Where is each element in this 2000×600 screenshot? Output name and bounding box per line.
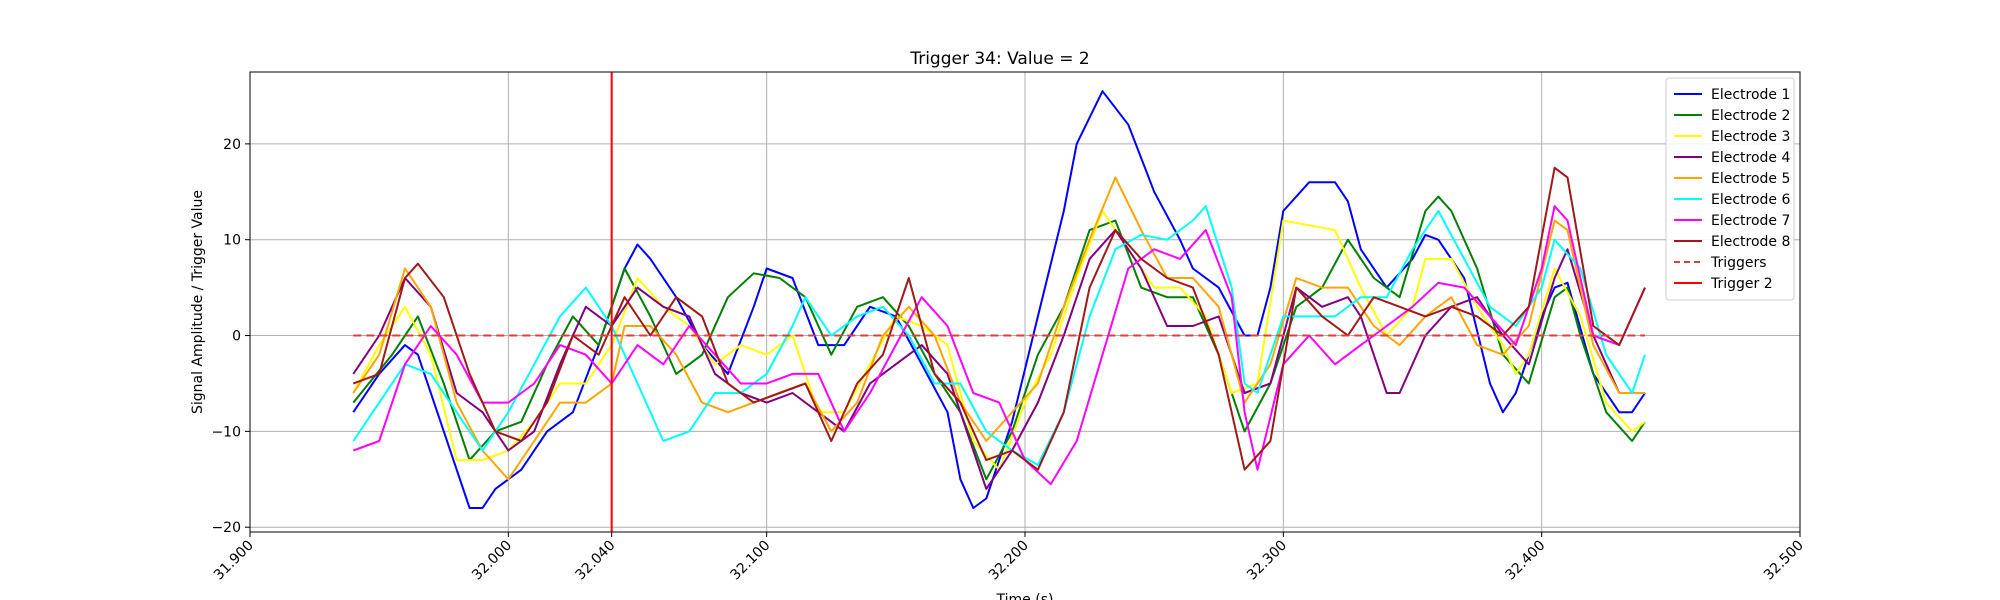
series-electrode-5 — [352, 176, 1645, 481]
x-tick-label: 32.500 — [1761, 538, 1807, 584]
y-tick-label: −20 — [211, 520, 241, 536]
legend-label: Electrode 5 — [1711, 171, 1790, 187]
x-tick-label: 32.400 — [1503, 538, 1549, 584]
x-tick-label: 32.000 — [469, 538, 515, 584]
series-electrode-8 — [352, 166, 1646, 471]
legend-label: Electrode 6 — [1711, 192, 1790, 208]
x-tick-label: 32.100 — [728, 538, 774, 584]
x-tick-label: 32.040 — [573, 538, 619, 584]
legend-label: Electrode 1 — [1711, 87, 1790, 103]
legend: Electrode 1 Electrode 2 Electrode 3 Electro… — [1665, 77, 1795, 301]
x-axis-label: Time (s) — [996, 592, 1054, 600]
legend-label: Triggers — [1710, 255, 1767, 271]
y-axis: −20 −10 0 10 20 — [211, 137, 250, 536]
x-tick-label: 32.200 — [986, 538, 1032, 584]
chart-title: Trigger 34: Value = 2 — [909, 49, 1089, 69]
x-tick-label: 31.900 — [211, 538, 257, 584]
x-axis: 31.900 32.000 32.040 32.100 32.200 32.300 32.4… — [211, 532, 1807, 583]
y-axis-label: Signal Amplitude / Trigger Value — [190, 190, 206, 414]
series-electrode-1 — [352, 90, 1646, 509]
grid — [249, 72, 1801, 532]
series-layer — [352, 90, 1646, 509]
series-electrode-3 — [352, 210, 1646, 471]
legend-label: Electrode 3 — [1711, 129, 1790, 145]
series-electrode-4 — [352, 229, 1645, 490]
y-tick-label: −10 — [211, 424, 241, 440]
legend-label: Trigger 2 — [1710, 276, 1773, 292]
legend-label: Electrode 8 — [1711, 234, 1790, 250]
y-tick-label: 0 — [232, 329, 241, 345]
y-tick-label: 10 — [223, 233, 241, 249]
series-electrode-7 — [352, 205, 1646, 486]
x-tick-label: 32.300 — [1244, 538, 1290, 584]
y-tick-label: 20 — [223, 137, 241, 153]
series-electrode-2 — [352, 195, 1646, 481]
legend-box — [1665, 77, 1795, 301]
legend-label: Electrode 4 — [1711, 150, 1790, 166]
legend-label: Electrode 7 — [1711, 213, 1790, 229]
legend-label: Electrode 2 — [1711, 108, 1790, 124]
